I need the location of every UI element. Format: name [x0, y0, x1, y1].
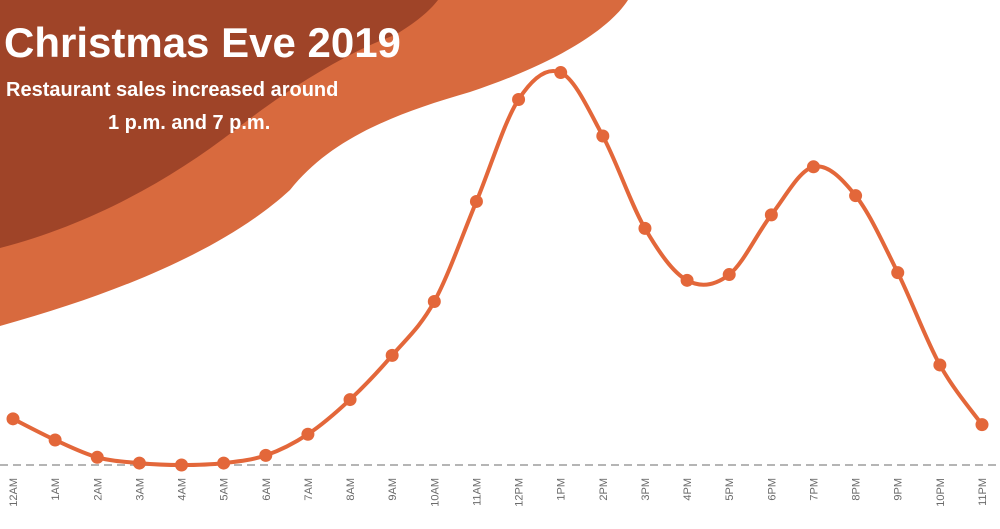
data-points — [6, 66, 989, 472]
data-point-11pm — [975, 418, 989, 432]
data-point-9am — [385, 348, 399, 362]
x-tick-label-1pm: 1PM — [556, 478, 568, 501]
data-point-4pm — [680, 273, 694, 287]
x-tick-label-3pm: 3PM — [640, 478, 652, 501]
data-point-2pm — [596, 129, 610, 143]
background-layer — [0, 0, 628, 326]
data-point-9pm — [891, 266, 905, 280]
x-tick-label-12am: 12AM — [8, 478, 20, 507]
x-axis-tick-labels: 12AM 1AM 2AM 3AM 4AM 5AM 6AM 7AM 8AM 9AM 10AM 11AM 1… — [8, 478, 989, 507]
data-point-12pm — [512, 92, 526, 106]
data-point-6pm — [764, 208, 778, 222]
x-tick-label-10pm: 10PM — [935, 478, 947, 507]
data-point-7pm — [806, 160, 820, 174]
chart-subtitle-line-2: 1 p.m. and 7 p.m. — [108, 112, 270, 134]
x-tick-label-5am: 5AM — [219, 478, 231, 501]
x-tick-label-11pm: 11PM — [977, 478, 989, 506]
decorative-wave-dark — [0, 0, 438, 248]
x-tick-label-5pm: 5PM — [724, 478, 736, 501]
data-point-4am — [175, 458, 189, 472]
x-tick-label-4am: 4AM — [177, 478, 189, 501]
data-point-12am — [6, 412, 20, 426]
x-tick-label-9am: 9AM — [387, 478, 399, 501]
data-point-1pm — [554, 66, 568, 80]
x-tick-label-8am: 8AM — [345, 478, 357, 501]
x-tick-label-4pm: 4PM — [682, 478, 694, 501]
data-point-3am — [132, 456, 146, 470]
data-point-8am — [343, 393, 357, 407]
data-point-5pm — [722, 268, 736, 282]
data-point-5am — [217, 456, 231, 470]
x-tick-label-8pm: 8PM — [851, 478, 863, 501]
data-point-1am — [48, 433, 62, 447]
data-point-11am — [469, 194, 483, 208]
data-point-6am — [259, 448, 273, 462]
x-tick-label-6am: 6AM — [261, 478, 273, 501]
x-tick-label-2am: 2AM — [92, 478, 104, 501]
data-point-10pm — [933, 358, 947, 372]
x-tick-label-6pm: 6PM — [766, 478, 778, 501]
x-tick-label-11am: 11AM — [471, 478, 483, 506]
x-tick-label-3am: 3AM — [134, 478, 146, 501]
data-point-2am — [90, 450, 104, 464]
data-point-10am — [427, 294, 441, 308]
chart-subtitle-line-1: Restaurant sales increased around — [6, 79, 338, 101]
x-tick-label-9pm: 9PM — [893, 478, 905, 501]
x-tick-label-7am: 7AM — [303, 478, 315, 501]
x-tick-label-10am: 10AM — [429, 478, 441, 507]
x-tick-label-1am: 1AM — [50, 478, 62, 501]
data-point-8pm — [849, 189, 863, 203]
x-tick-label-2pm: 2PM — [598, 478, 610, 501]
data-point-3pm — [638, 221, 652, 235]
x-tick-label-7pm: 7PM — [808, 478, 820, 501]
chart-title: Christmas Eve 2019 — [4, 19, 401, 66]
data-point-7am — [301, 427, 315, 441]
x-tick-label-12pm: 12PM — [514, 478, 526, 507]
